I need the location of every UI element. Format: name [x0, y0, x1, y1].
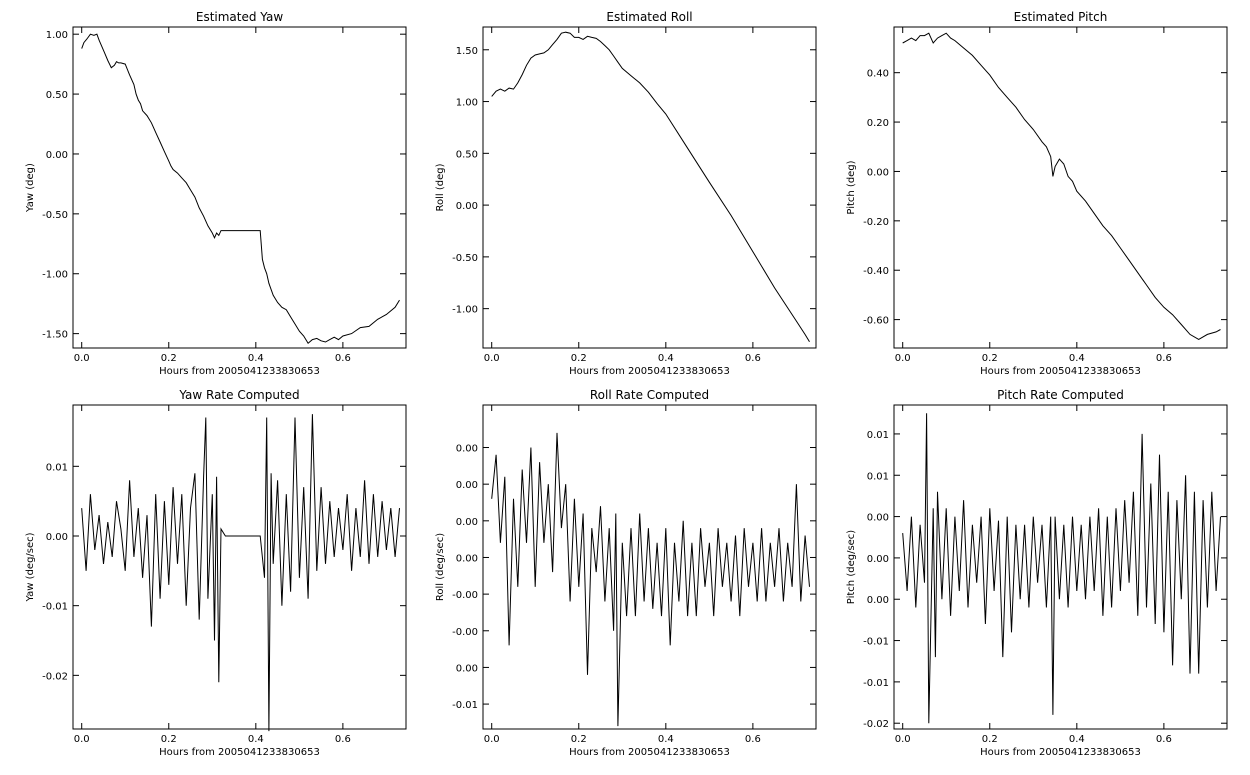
- y-tick-label: 0.00: [456, 480, 478, 491]
- y-tick-label: 0.40: [867, 69, 889, 80]
- chart-panel-6: Pitch Rate Computed 0.0 0.2 0.4 0.6 -0.02 -0.0…: [846, 388, 1228, 758]
- series-line: [81, 33, 400, 344]
- y-tick-label: 0.00: [867, 595, 889, 606]
- y-tick-label: 0.01: [46, 462, 68, 473]
- chart-title: Pitch Rate Computed: [997, 388, 1124, 402]
- y-tick-label: -1.00: [42, 270, 68, 281]
- x-tick-label: 0.0: [74, 353, 90, 364]
- y-tick-label: 0.00: [46, 150, 68, 161]
- x-tick-label: 0.4: [658, 353, 674, 364]
- x-tick-label: 0.2: [571, 734, 587, 745]
- chart-panel-5: Roll Rate Computed 0.0 0.2 0.4 0.6 -0.01 0.00 -…: [435, 388, 817, 758]
- chart-panel-4: Yaw Rate Computed 0.0 0.2 0.4 0.6 -0.02 -0.01 0…: [25, 388, 407, 758]
- x-tick-label: 0.0: [484, 734, 500, 745]
- y-tick-label: 0.01: [867, 430, 889, 441]
- y-tick-label: 1.00: [46, 30, 68, 41]
- x-tick-label: 0.6: [335, 734, 351, 745]
- y-tick-label: -0.20: [863, 217, 889, 228]
- chart-title: Roll Rate Computed: [590, 388, 709, 402]
- x-tick-label: 0.4: [248, 734, 264, 745]
- plot-frame: [482, 404, 817, 730]
- y-tick-label: -0.01: [863, 678, 889, 689]
- series-line: [902, 413, 1221, 724]
- x-axis-label: Hours from 2005041233830653: [569, 747, 730, 758]
- x-tick-label: 0.6: [1156, 353, 1172, 364]
- y-tick-label: 0.00: [456, 201, 478, 212]
- plot-frame: [482, 26, 817, 349]
- x-tick-label: 0.2: [571, 353, 587, 364]
- y-axis-label: Pitch (deg/sec): [846, 530, 857, 605]
- y-tick-label: 1.50: [456, 46, 478, 57]
- x-tick-label: 0.0: [74, 734, 90, 745]
- x-axis-label: Hours from 2005041233830653: [980, 366, 1141, 377]
- plot-frame: [72, 26, 407, 349]
- x-axis-label: Hours from 2005041233830653: [159, 747, 320, 758]
- plot-frame: [893, 26, 1228, 349]
- plot-frame: [893, 404, 1228, 730]
- y-axis-label: Roll (deg/sec): [435, 533, 446, 601]
- y-tick-label: 0.50: [46, 90, 68, 101]
- x-axis-label: Hours from 2005041233830653: [159, 366, 320, 377]
- x-tick-label: 0.0: [895, 734, 911, 745]
- y-tick-label: -0.02: [42, 671, 68, 682]
- x-tick-label: 0.6: [745, 734, 761, 745]
- series-line: [491, 432, 810, 727]
- x-tick-label: 0.0: [484, 353, 500, 364]
- chart-panel-1: Estimated Yaw 0.0 0.2 0.4 0.6 -1.50 -1.00 -0.50…: [25, 10, 407, 377]
- x-axis-label: Hours from 2005041233830653: [569, 366, 730, 377]
- y-tick-label: -0.00: [452, 627, 478, 638]
- plot-frame: [72, 404, 407, 730]
- y-tick-label: 0.01: [867, 471, 889, 482]
- chart-title: Estimated Yaw: [196, 10, 283, 24]
- chart-panel-3: Estimated Pitch 0.0 0.2 0.4 0.6 -0.60 -0.40 -0.…: [846, 10, 1228, 377]
- x-tick-label: 0.6: [745, 353, 761, 364]
- y-tick-label: 0.00: [867, 554, 889, 565]
- x-axis-label: Hours from 2005041233830653: [980, 747, 1141, 758]
- x-tick-label: 0.2: [161, 734, 177, 745]
- x-tick-label: 0.0: [895, 353, 911, 364]
- series-line: [491, 31, 810, 343]
- y-tick-label: 0.00: [867, 167, 889, 178]
- x-tick-label: 0.4: [1069, 734, 1085, 745]
- x-tick-label: 0.2: [982, 353, 998, 364]
- y-tick-label: -0.01: [42, 602, 68, 613]
- series-line: [81, 414, 400, 732]
- y-tick-label: 1.00: [456, 98, 478, 109]
- x-tick-label: 0.4: [1069, 353, 1085, 364]
- x-tick-label: 0.4: [248, 353, 264, 364]
- chart-panel-2: Estimated Roll 0.0 0.2 0.4 0.6 -1.00 -0.50 0.00…: [435, 10, 817, 377]
- x-tick-label: 0.2: [161, 353, 177, 364]
- y-tick-label: 0.00: [867, 513, 889, 524]
- y-tick-label: -0.02: [863, 719, 889, 730]
- y-tick-label: 0.50: [456, 149, 478, 160]
- y-tick-label: 0.00: [456, 517, 478, 528]
- y-tick-label: -0.40: [863, 266, 889, 277]
- x-tick-label: 0.6: [1156, 734, 1172, 745]
- y-tick-label: -0.01: [863, 637, 889, 648]
- y-tick-label: -0.00: [452, 590, 478, 601]
- x-tick-label: 0.2: [982, 734, 998, 745]
- y-tick-label: -0.50: [452, 253, 478, 264]
- y-tick-label: -0.50: [42, 210, 68, 221]
- y-tick-label: -1.00: [452, 305, 478, 316]
- series-line: [902, 32, 1221, 340]
- chart-title: Estimated Pitch: [1014, 10, 1108, 24]
- chart-title: Yaw Rate Computed: [178, 388, 299, 402]
- y-tick-label: 0.00: [456, 444, 478, 455]
- y-tick-label: 0.20: [867, 118, 889, 129]
- chart-title: Estimated Roll: [606, 10, 692, 24]
- x-tick-label: 0.6: [335, 353, 351, 364]
- y-axis-label: Yaw (deg): [25, 163, 36, 213]
- y-axis-label: Roll (deg): [435, 163, 446, 211]
- y-tick-label: -0.60: [863, 316, 889, 327]
- y-tick-label: 0.00: [46, 532, 68, 543]
- y-tick-label: 0.00: [456, 663, 478, 674]
- y-tick-label: 0.00: [456, 553, 478, 564]
- y-tick-label: -1.50: [42, 330, 68, 341]
- y-axis-label: Pitch (deg): [846, 160, 857, 214]
- x-tick-label: 0.4: [658, 734, 674, 745]
- y-axis-label: Yaw (deg/sec): [25, 532, 36, 602]
- y-tick-label: -0.01: [452, 700, 478, 711]
